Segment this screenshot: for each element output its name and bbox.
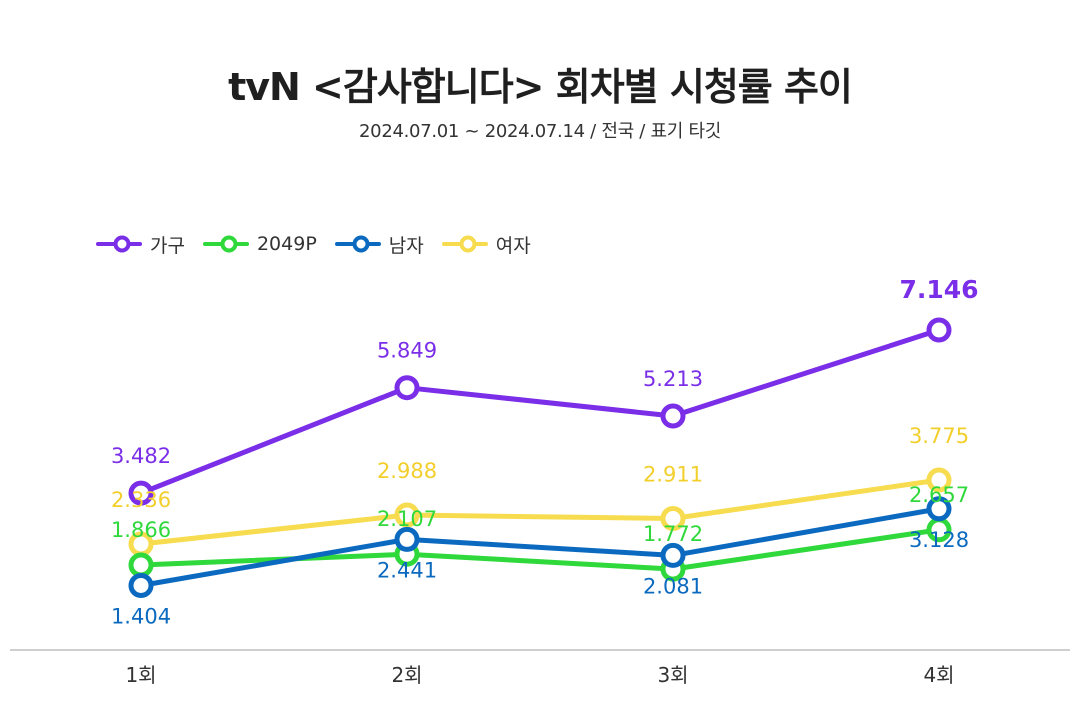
series-female (128, 467, 952, 557)
legend-item-male: 남자 (334, 231, 424, 258)
data-label-female: 2.911 (643, 463, 703, 487)
legend-item-2049p: 2049P (202, 232, 317, 256)
legend-item-households: 가구 (96, 231, 185, 258)
data-label-2049p: 2.107 (377, 507, 437, 531)
x-tick-label: 1회 (125, 663, 156, 687)
data-point-households (394, 375, 420, 401)
legend-label-male: 남자 (388, 234, 424, 257)
data-label-male: 1.404 (111, 605, 171, 629)
legend-marker-female (441, 235, 488, 253)
legend-marker-male (334, 235, 381, 253)
legend-marker-households (96, 235, 142, 253)
data-point-households (926, 317, 952, 343)
data-point-male (128, 573, 154, 598)
data-point-households (660, 403, 686, 429)
legend-marker-2049p (202, 235, 249, 253)
data-label-households: 5.849 (377, 339, 437, 363)
x-tick-label: 2회 (391, 663, 422, 687)
data-label-female: 2.988 (377, 459, 437, 483)
data-point-female (660, 506, 686, 531)
data-point-male (926, 496, 952, 522)
x-tick-label: 3회 (657, 663, 688, 687)
chart-title: tvN <감사합니다> 회차별 시청률 추이 (228, 65, 853, 109)
data-label-male: 2.441 (377, 558, 437, 582)
data-label-female: 3.775 (909, 424, 969, 448)
data-point-2049p (128, 552, 154, 578)
series-line-male (138, 506, 942, 588)
data-label-male: 2.081 (643, 574, 703, 598)
data-label-male: 3.128 (909, 528, 969, 552)
legend-label-female: 여자 (495, 234, 531, 257)
data-label-2049p: 1.772 (643, 522, 703, 546)
series-line-2049p (138, 527, 942, 572)
data-point-female (394, 502, 420, 528)
data-label-2049p: 2.657 (909, 483, 969, 507)
legend-label-2049p: 2049P (256, 233, 317, 255)
series-line-female (138, 477, 942, 547)
data-label-households: 3.482 (111, 444, 171, 468)
data-point-male (394, 526, 420, 552)
data-label-households: 5.213 (643, 367, 703, 391)
series-male (128, 496, 952, 598)
data-label-female: 2.336 (111, 488, 171, 512)
data-point-male (660, 542, 686, 568)
chart-legend: 가구 2049P 남자 여자 (96, 229, 531, 259)
data-point-households (128, 480, 154, 506)
data-label-2049p: 1.866 (111, 518, 171, 542)
data-point-female (926, 467, 952, 493)
chart-subtitle: 2024.07.01 ~ 2024.07.14 / 전국 / 표기 타깃 (359, 121, 721, 142)
legend-label-households: 가구 (150, 234, 185, 257)
x-tick-label: 4회 (923, 663, 954, 687)
series-line-households (138, 327, 942, 496)
data-label-households: 7.146 (899, 275, 978, 304)
legend-item-female: 여자 (441, 231, 531, 258)
series-households (128, 317, 952, 506)
